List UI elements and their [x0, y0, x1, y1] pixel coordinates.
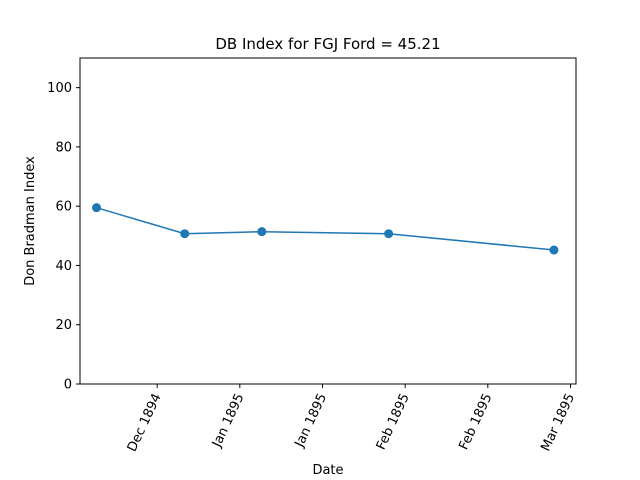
data-point-2 [257, 227, 267, 237]
y-tick-label-5: 100 [47, 81, 72, 96]
y-tick-label-2: 40 [55, 259, 72, 274]
plot-area [80, 58, 576, 384]
series-layer [92, 203, 559, 255]
data-point-0 [92, 203, 102, 213]
chart-title: DB Index for FGJ Ford = 45.21 [215, 35, 440, 53]
data-point-3 [384, 229, 394, 239]
data-point-4 [549, 245, 559, 255]
x-tick-label-2: Jan 1895 [292, 391, 330, 450]
y-tick-label-4: 80 [55, 140, 72, 155]
x-tick-label-1: Jan 1895 [209, 391, 247, 450]
plot-frame [79, 57, 577, 385]
x-tick-label-5: Mar 1895 [538, 391, 578, 453]
x-tick-label-0: Dec 1894 [125, 391, 165, 454]
x-tick-label-4: Feb 1895 [456, 391, 495, 452]
y-axis-label: Don Bradman Index [23, 156, 38, 286]
y-tick-label-3: 60 [55, 200, 72, 215]
x-axis-label: Date [312, 463, 343, 478]
data-point-1 [180, 229, 190, 239]
y-tick-label-0: 0 [64, 378, 72, 393]
x-tick-label-3: Feb 1895 [374, 391, 413, 452]
y-tick-label-1: 20 [55, 318, 72, 333]
